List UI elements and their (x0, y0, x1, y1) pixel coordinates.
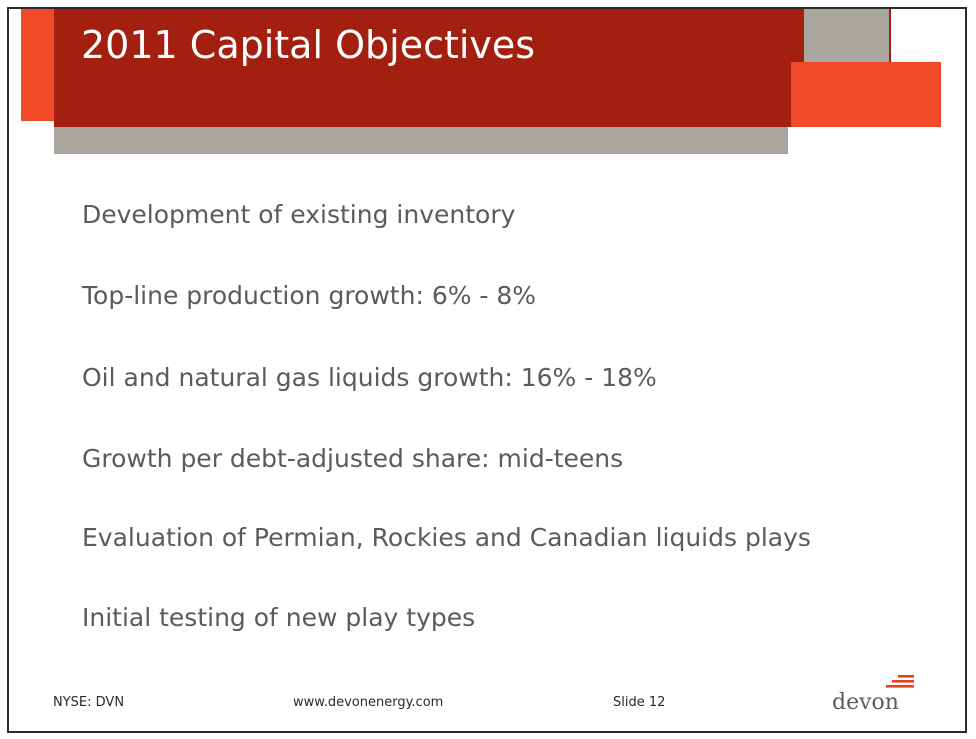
bullet-item-liquids-growth: Oil and natural gas liquids growth: 16% … (82, 363, 657, 392)
devon-logo: devon (832, 674, 922, 719)
bullet-item-production-growth: Top-line production growth: 6% - 8% (82, 281, 537, 310)
bullet-item-inventory: Development of existing inventory (82, 200, 516, 229)
devon-flame-lines-icon (886, 675, 914, 688)
bullet-item-evaluation: Evaluation of Permian, Rockies and Canad… (82, 523, 811, 552)
bullet-item-share-growth: Growth per debt-adjusted share: mid-teen… (82, 444, 624, 473)
devon-logo-text: devon (832, 690, 899, 715)
footer-slide-number: Slide 12 (613, 695, 666, 710)
slide: 2011 Capital Objectives Development of e… (7, 7, 967, 733)
orange-accent-right (791, 62, 941, 127)
title-bar (54, 9, 891, 127)
footer-website: www.devonenergy.com (293, 695, 444, 710)
gray-accent-bar (54, 127, 788, 154)
footer-ticker: NYSE: DVN (53, 695, 125, 710)
slide-title: 2011 Capital Objectives (81, 23, 536, 67)
gray-accent-top-right (804, 9, 889, 62)
bullet-item-testing: Initial testing of new play types (82, 603, 476, 632)
